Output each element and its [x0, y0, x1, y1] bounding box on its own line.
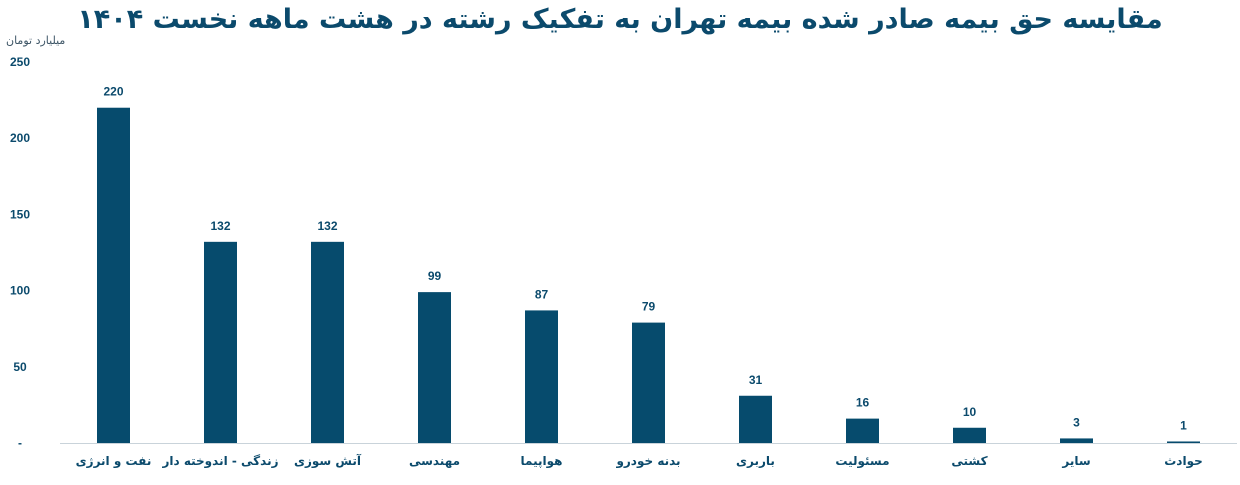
chart-title: مقایسه حق بیمه صادر شده بیمه تهران به تف… [77, 4, 1163, 35]
x-tick-label: زندگی - اندوخته دار [162, 454, 279, 469]
data-label: 132 [317, 219, 337, 233]
bar [97, 107, 130, 443]
y-tick-label: 100 [10, 284, 30, 298]
data-label: 1 [1180, 418, 1187, 432]
y-axis-unit-label: میلیارد تومان [6, 34, 66, 47]
bar [311, 241, 344, 443]
bar [953, 427, 986, 443]
y-tick-label: - [18, 436, 22, 450]
data-label: 87 [535, 287, 549, 301]
y-tick-label: 250 [10, 55, 30, 69]
bar [632, 322, 665, 443]
y-tick-label: 200 [10, 131, 30, 145]
y-tick-label: 150 [10, 207, 30, 221]
bar [846, 418, 879, 443]
data-label: 16 [856, 396, 870, 410]
x-tick-label: بدنه خودرو [615, 454, 680, 469]
x-tick-label: آتش سوزی [294, 453, 362, 469]
data-label: 132 [210, 219, 230, 233]
y-tick-label: 50 [13, 360, 27, 374]
data-label: 10 [963, 405, 977, 419]
bar [1167, 441, 1200, 443]
x-tick-label: هواپیما [521, 454, 563, 469]
x-tick-label: مسئولیت [835, 454, 889, 469]
bar [204, 241, 237, 443]
bar [525, 310, 558, 443]
data-label: 31 [749, 373, 763, 387]
bar [739, 395, 772, 443]
x-tick-label: حوادث [1164, 454, 1203, 469]
data-label: 99 [428, 269, 442, 283]
x-tick-label: نفت و انرژی [76, 454, 152, 469]
x-tick-label: کشتی [951, 454, 987, 468]
data-label: 79 [642, 300, 656, 314]
x-tick-label: سایر [1061, 454, 1090, 468]
bar [1060, 438, 1093, 443]
data-label: 220 [103, 85, 123, 99]
bar [418, 292, 451, 443]
data-label: 3 [1073, 415, 1080, 429]
x-tick-label: باربری [736, 454, 775, 468]
x-tick-label: مهندسی [409, 454, 460, 468]
